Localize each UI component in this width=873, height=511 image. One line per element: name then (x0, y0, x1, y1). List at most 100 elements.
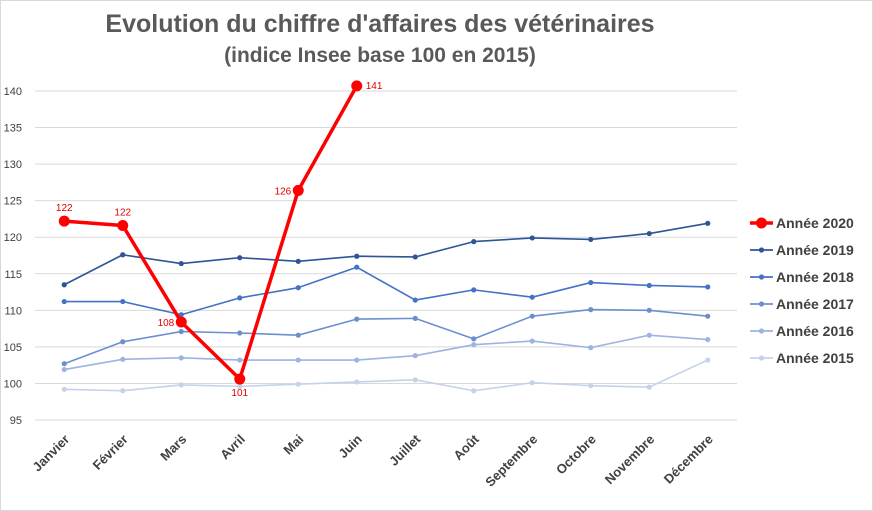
legend-swatch-marker (758, 247, 765, 253)
data-point (705, 357, 711, 363)
data-point (529, 338, 535, 344)
series-line (64, 85, 359, 381)
data-point (234, 373, 246, 385)
y-tick-label: 95 (10, 415, 22, 427)
legend-swatch-marker (758, 355, 765, 361)
data-point (292, 184, 304, 196)
data-point (237, 295, 243, 301)
chart-title: Evolution du chiffre d'affaires des vété… (105, 10, 655, 38)
data-point (412, 254, 418, 260)
data-point (237, 330, 243, 336)
data-point (588, 236, 594, 243)
y-tick-label: 120 (4, 232, 22, 244)
series-lines (58, 80, 711, 394)
series-line (64, 334, 708, 371)
data-point (237, 357, 243, 363)
data-point (61, 366, 67, 373)
data-point (120, 388, 126, 394)
data-point (646, 307, 652, 313)
data-point (412, 297, 418, 303)
data-point (471, 336, 477, 342)
y-axis-ticks: 95 100 105 110 115 120 125 130 135 140 (4, 86, 22, 427)
data-point (471, 388, 477, 394)
data-point (354, 253, 360, 259)
data-point (61, 361, 67, 367)
y-tick-label: 135 (4, 123, 22, 135)
data-point (412, 315, 418, 321)
data-point (178, 260, 184, 267)
data-point (529, 294, 535, 300)
legend-entry: Année 2020 (776, 215, 854, 231)
legend-entry: Année 2017 (776, 296, 854, 312)
data-label: 108 (158, 318, 175, 329)
data-label: 122 (56, 203, 73, 214)
data-label: 126 (275, 186, 292, 197)
data-point (412, 353, 418, 359)
data-point (295, 357, 301, 363)
data-point (354, 357, 360, 363)
y-tick-label: 115 (4, 269, 22, 281)
x-tick-label: Août (450, 431, 482, 463)
data-point (295, 258, 301, 264)
data-point (237, 383, 243, 389)
data-point (705, 313, 711, 319)
data-point (354, 264, 360, 270)
x-tick-label: Décembre (661, 432, 716, 487)
data-point (58, 215, 70, 227)
data-label: 141 (366, 81, 383, 92)
x-tick-label: Janvier (30, 432, 73, 475)
x-tick-label: Septembre (482, 432, 540, 490)
x-tick-label: Novembre (602, 432, 658, 488)
data-label: 101 (231, 388, 248, 399)
data-point (705, 284, 711, 290)
data-point (295, 285, 301, 291)
data-point (120, 252, 126, 258)
series-line (64, 266, 708, 316)
data-point (529, 235, 535, 241)
data-point (705, 220, 711, 226)
data-point (412, 377, 418, 383)
data-point (120, 356, 126, 362)
y-tick-label: 110 (4, 305, 22, 317)
series-line (64, 359, 709, 392)
data-point (354, 379, 360, 385)
data-point (295, 381, 301, 387)
data-point (61, 386, 67, 392)
series-line (63, 222, 708, 286)
data-point (178, 355, 184, 361)
data-point (588, 345, 594, 351)
data-point (295, 332, 301, 338)
data-point (646, 384, 652, 390)
data-point (529, 313, 535, 319)
data-point (471, 239, 477, 245)
y-tick-label: 100 (4, 378, 22, 390)
data-point (178, 328, 184, 335)
data-point (354, 316, 360, 322)
data-point (588, 279, 594, 286)
legend-swatch-marker (756, 217, 767, 229)
y-tick-label: 140 (4, 86, 22, 98)
data-point (178, 312, 184, 318)
data-point (588, 307, 594, 313)
data-labels: 122 122 108 101 126 141 (56, 81, 383, 399)
data-point (471, 287, 477, 293)
data-point (178, 382, 184, 388)
x-tick-label: Juin (335, 431, 365, 461)
legend-entry: Année 2019 (776, 242, 854, 258)
y-tick-label: 130 (4, 159, 22, 171)
data-label: 122 (114, 208, 131, 219)
data-point (61, 282, 67, 288)
data-point (529, 380, 535, 386)
legend-swatch-marker (758, 301, 765, 307)
x-axis-ticks: Janvier Février Mars Avril Mai Juin Juillet Aoû… (30, 431, 716, 490)
data-point (646, 230, 652, 237)
x-tick-label: Juillet (386, 431, 424, 469)
x-tick-label: Avril (217, 432, 248, 463)
x-tick-label: Octobre (553, 432, 599, 478)
data-point (175, 316, 187, 328)
x-tick-label: Mai (280, 432, 306, 458)
data-point (705, 336, 711, 343)
data-point (646, 332, 652, 338)
